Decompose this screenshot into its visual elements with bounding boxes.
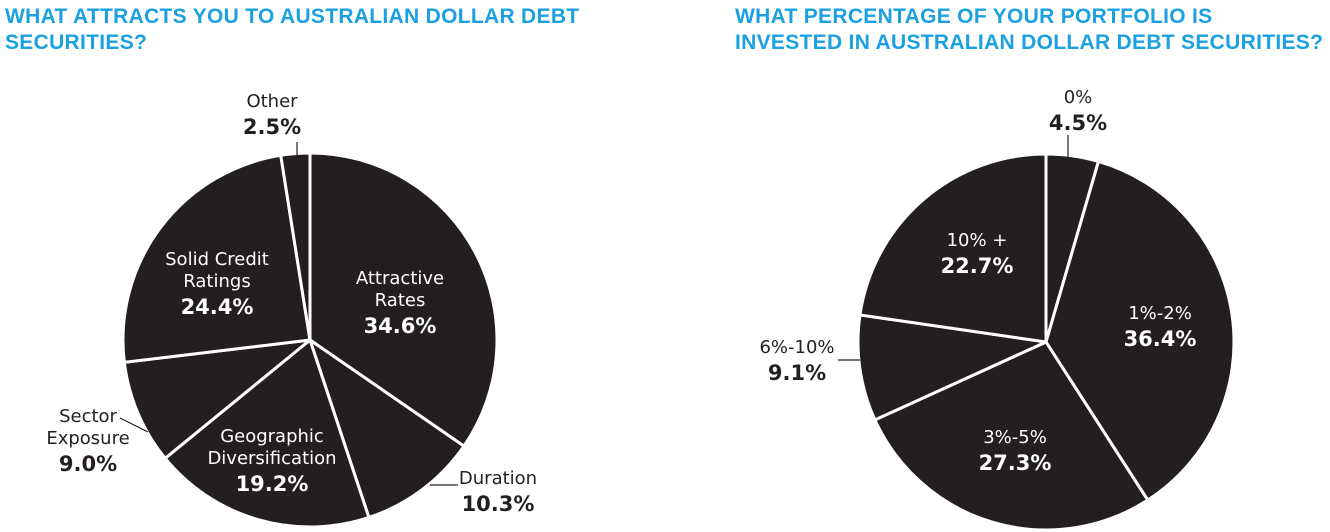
value-label: 19.2% — [235, 472, 309, 496]
category-label: Solid Credit Ratings — [165, 249, 269, 292]
slice-label: 6%-10% 9.1% — [752, 337, 842, 387]
category-label: Duration — [458, 468, 538, 489]
chart-title: WHAT PERCENTAGE OF YOUR PORTFOLIO IS INV… — [735, 5, 1324, 54]
category-label: 0% — [1063, 87, 1093, 108]
pie-slice — [279, 151, 312, 342]
value-label: 22.7% — [940, 254, 1014, 278]
pie-slice — [1044, 159, 1236, 502]
slice-label: 10% + 22.7% — [927, 230, 1027, 280]
slice-label: Attractive Rates 34.6% — [340, 268, 460, 340]
category-label: Other — [246, 91, 298, 112]
value-label: 4.5% — [1048, 111, 1108, 135]
slice-label: Geographic Diversification 19.2% — [197, 426, 347, 498]
value-label: 9.1% — [767, 361, 827, 385]
slice-label: Duration 10.3% — [448, 468, 548, 518]
chart-title: WHAT ATTRACTS YOU TO AUSTRALIAN DOLLAR D… — [5, 5, 580, 54]
category-label: 6%-10% — [759, 337, 835, 358]
value-label: 10.3% — [461, 492, 535, 516]
category-label: 1%-2% — [1128, 303, 1192, 324]
value-label: 34.6% — [363, 314, 437, 338]
category-label: Attractive Rates — [355, 268, 445, 311]
category-label: 10% + — [946, 230, 1008, 251]
value-label: 24.4% — [180, 295, 254, 319]
category-label: 3%-5% — [983, 427, 1047, 448]
pie-slice — [308, 338, 466, 519]
pie-slice — [308, 151, 499, 448]
slice-label: Sector Exposure 9.0% — [43, 406, 133, 478]
value-label: 27.3% — [978, 451, 1052, 475]
pie-slice — [856, 313, 1048, 422]
slice-label: 1%-2% 36.4% — [1110, 303, 1210, 353]
slice-label: Solid Credit Ratings 24.4% — [150, 249, 285, 321]
pie-slice — [121, 153, 312, 364]
slice-label: Other 2.5% — [232, 91, 312, 141]
pie-slice — [122, 338, 312, 460]
pie-slice — [163, 338, 371, 529]
leader-line — [119, 417, 149, 433]
category-label: Sector Exposure — [46, 406, 130, 449]
slice-label: 0% 4.5% — [1038, 87, 1118, 137]
pie-slice — [858, 152, 1048, 344]
value-label: 2.5% — [242, 115, 302, 139]
value-label: 36.4% — [1123, 327, 1197, 351]
slice-label: 3%-5% 27.3% — [965, 427, 1065, 477]
category-label: Geographic Diversification — [207, 426, 337, 469]
value-label: 9.0% — [58, 452, 118, 476]
